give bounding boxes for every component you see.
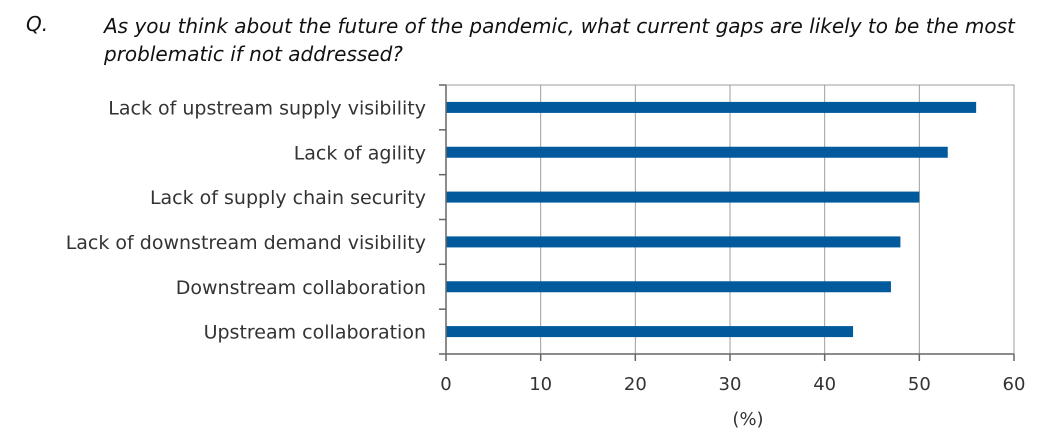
- x-tick-label: 20: [624, 374, 647, 395]
- bar: [446, 326, 854, 338]
- x-tick-label: 30: [719, 374, 742, 395]
- x-axis-title: (%): [732, 409, 763, 430]
- x-tick-label: 40: [813, 374, 836, 395]
- category-label: Lack of agility: [294, 142, 426, 164]
- question-label: Q.: [26, 12, 49, 36]
- x-tick-label: 50: [908, 374, 931, 395]
- bar: [446, 101, 977, 113]
- bar: [446, 236, 901, 248]
- category-label: Upstream collaboration: [204, 322, 426, 344]
- category-label: Lack of supply chain security: [150, 187, 426, 209]
- x-tick-label: 0: [440, 374, 451, 395]
- x-tick-label: 60: [1003, 374, 1026, 395]
- question-text: As you think about the future of the pan…: [104, 14, 1015, 66]
- x-tick-label: 10: [529, 374, 552, 395]
- category-label: Lack of upstream supply visibility: [108, 97, 426, 119]
- bar: [446, 191, 920, 203]
- category-label: Downstream collaboration: [176, 277, 426, 299]
- category-label: Lack of downstream demand visibility: [66, 232, 426, 254]
- bar: [446, 146, 948, 158]
- bar: [446, 281, 891, 293]
